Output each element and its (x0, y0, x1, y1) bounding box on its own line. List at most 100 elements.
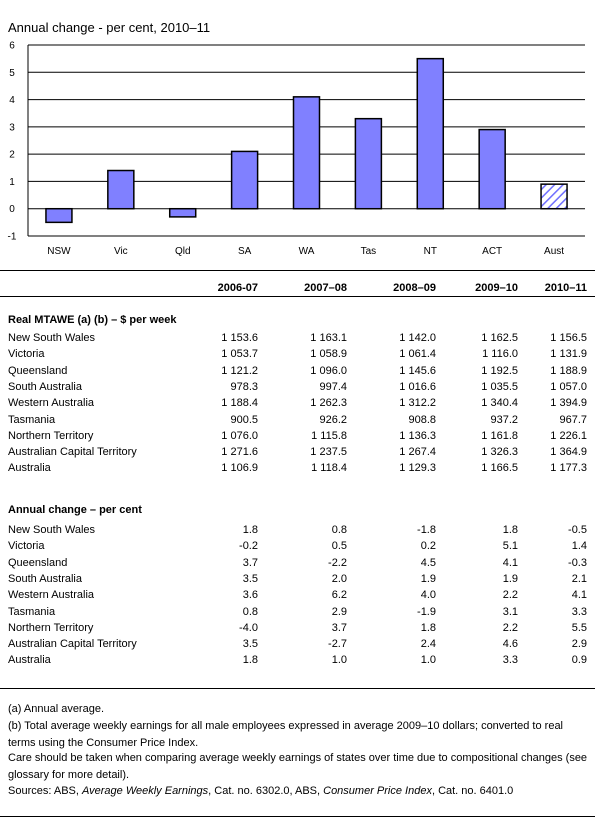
y-tick-label: 2 (9, 150, 15, 161)
table-cell: 3.7 (242, 556, 258, 569)
row-label: Western Australia (8, 589, 95, 602)
table-cell: 1 053.7 (221, 348, 258, 361)
x-category-label: Aust (544, 246, 564, 257)
table-cell: 2.1 (571, 572, 587, 585)
y-tick-label: -1 (8, 232, 17, 243)
notes-bottom-rule (0, 816, 595, 817)
table-cell: 1 145.6 (399, 364, 436, 377)
note-care: Care should be taken when comparing aver… (8, 752, 588, 781)
row-label: Queensland (8, 364, 68, 377)
table-cell: 5.1 (502, 540, 518, 553)
table-cell: -4.0 (239, 621, 258, 634)
row-label: Northern Territory (8, 429, 94, 442)
chart-title: Annual change - per cent, 2010–11 (8, 20, 211, 35)
table-cell: 1 061.4 (399, 348, 436, 361)
x-category-label: NSW (47, 246, 71, 257)
row-label: New South Wales (8, 332, 96, 344)
section-title: Annual change – per cent (8, 504, 142, 516)
column-header: 2010–11 (544, 282, 587, 294)
table-cell: 1 162.5 (481, 332, 518, 344)
table-cell: 4.6 (502, 638, 518, 651)
header-rule (0, 296, 595, 297)
table-cell: 1 115.8 (311, 429, 347, 442)
table-cell: 3.5 (242, 572, 258, 585)
table-cell: 1 096.0 (310, 364, 347, 377)
y-tick-label: 0 (9, 204, 15, 215)
table-cell: 0.2 (420, 540, 436, 553)
section-title: Real MTAWE (a) (b) – $ per week (8, 314, 177, 326)
table-cell: 1 142.0 (399, 332, 436, 344)
row-label: Victoria (8, 540, 45, 553)
table-cell: 2.2 (502, 621, 518, 634)
table-cell: 967.7 (559, 413, 587, 426)
table-cell: 2.9 (571, 638, 587, 651)
table-cell: 900.5 (230, 413, 258, 426)
table-cell: 1.4 (571, 540, 587, 553)
table-cell: 1 226.1 (550, 429, 587, 442)
column-header: 2007–08 (304, 282, 347, 294)
bar-qld (168, 207, 197, 218)
bar-sa (230, 150, 259, 210)
x-category-label: NT (424, 246, 437, 257)
x-category-label: SA (238, 246, 252, 257)
note-a: (a) Annual average. (8, 703, 105, 715)
table-cell: 0.9 (571, 654, 587, 667)
table-cell: 1 394.9 (550, 397, 587, 410)
notes-top-rule (0, 688, 595, 689)
table-cell: -0.3 (568, 556, 587, 569)
row-label: Australia (8, 462, 51, 475)
table-cell: 1 340.4 (481, 397, 518, 410)
table-cell: 997.4 (319, 380, 347, 393)
bar-act (478, 128, 506, 210)
table-cell: 2.9 (331, 605, 347, 618)
table-cell: 1 131.9 (550, 348, 587, 361)
table-cell: 4.0 (420, 589, 436, 602)
table-cell: 3.5 (242, 638, 258, 651)
source2-cat: , Cat. no. 6401.0 (431, 785, 514, 797)
table-cell: 1 136.3 (399, 429, 436, 442)
table-cell: -2.7 (328, 638, 347, 651)
row-label: Western Australia (8, 397, 95, 410)
row-label: South Australia (8, 380, 82, 393)
bar-vic (107, 169, 135, 210)
column-header: 2008–09 (393, 282, 436, 294)
table-cell: 4.1 (502, 556, 518, 569)
table-cell: 3.6 (242, 589, 258, 602)
table-cell: 1 129.3 (399, 462, 436, 475)
table-cell: 1 177.3 (550, 462, 587, 475)
y-tick-label: 5 (9, 68, 15, 79)
table-cell: 1 188.4 (221, 397, 258, 410)
table-cell: 1.0 (420, 654, 436, 667)
table-cell: 1 058.9 (310, 348, 347, 361)
source1-cat: , Cat. no. 6302.0, ABS, (208, 785, 324, 797)
x-category-label: Vic (114, 246, 128, 257)
bar-nt (416, 57, 445, 210)
row-label: Queensland (8, 556, 68, 569)
table-cell: 978.3 (230, 380, 258, 393)
y-tick-label: 3 (9, 122, 15, 133)
bar-wa (292, 96, 321, 210)
table-cell: -1.8 (417, 524, 436, 536)
row-label: Australian Capital Territory (8, 446, 137, 459)
row-label: New South Wales (8, 524, 96, 536)
table-cell: 1.8 (242, 654, 258, 667)
y-tick-label: 4 (9, 95, 15, 106)
table-cell: 1 271.6 (221, 446, 258, 459)
note-b: (b) Total average weekly earnings for al… (8, 720, 564, 749)
y-tick-label: 1 (9, 177, 15, 188)
table-cell: 1.8 (420, 621, 436, 634)
source2-title: Consumer Price Index (323, 785, 432, 797)
table-cell: 1 163.1 (310, 332, 347, 344)
table-cell: 1 156.5 (550, 332, 587, 344)
row-label: Tasmania (8, 605, 56, 618)
table-cell: 0.8 (331, 524, 347, 536)
table-cell: 3.7 (331, 621, 347, 634)
table-cell: -0.5 (568, 524, 587, 536)
x-category-label: Qld (175, 246, 191, 257)
table-cell: 1 192.5 (481, 364, 518, 377)
table-cell: 1 237.5 (310, 446, 347, 459)
table-cell: 1 262.3 (310, 397, 347, 410)
table-cell: 908.8 (408, 413, 436, 426)
bar-nsw (45, 207, 73, 224)
table-cell: 1.9 (420, 572, 436, 585)
